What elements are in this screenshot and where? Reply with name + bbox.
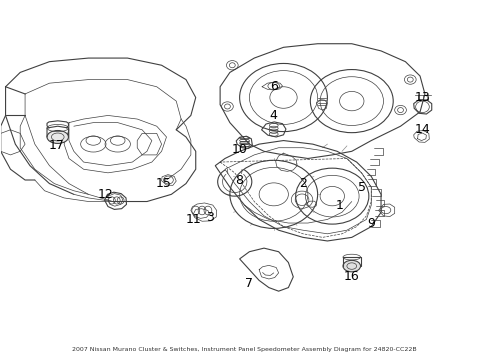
Text: 3: 3 bbox=[206, 211, 214, 224]
Text: 7: 7 bbox=[245, 278, 253, 291]
Text: 17: 17 bbox=[49, 139, 64, 152]
Text: 16: 16 bbox=[343, 270, 359, 283]
Text: 4: 4 bbox=[269, 109, 277, 122]
Text: 1: 1 bbox=[335, 199, 343, 212]
Text: 14: 14 bbox=[414, 123, 429, 136]
Text: 10: 10 bbox=[231, 143, 247, 156]
Text: 15: 15 bbox=[156, 177, 172, 190]
Text: 2007 Nissan Murano Cluster & Switches, Instrument Panel Speedometer Assembly Dia: 2007 Nissan Murano Cluster & Switches, I… bbox=[72, 347, 416, 352]
Text: 9: 9 bbox=[366, 216, 374, 230]
Text: 6: 6 bbox=[269, 80, 277, 93]
Text: 12: 12 bbox=[98, 188, 113, 201]
Text: 2: 2 bbox=[299, 177, 306, 190]
Text: 5: 5 bbox=[357, 181, 365, 194]
Ellipse shape bbox=[47, 131, 68, 143]
Ellipse shape bbox=[342, 260, 360, 272]
Text: 13: 13 bbox=[414, 91, 429, 104]
Text: 8: 8 bbox=[235, 174, 243, 186]
Text: 11: 11 bbox=[185, 213, 201, 226]
